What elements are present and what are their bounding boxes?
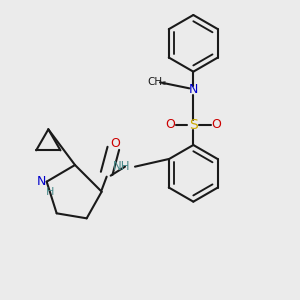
Text: O: O (165, 118, 175, 131)
Text: NH: NH (112, 160, 130, 173)
Text: CH₃: CH₃ (147, 77, 166, 87)
Text: N: N (37, 175, 46, 188)
Text: S: S (189, 118, 198, 132)
Text: O: O (111, 137, 121, 150)
Text: H: H (46, 187, 54, 197)
Text: O: O (212, 118, 222, 131)
Text: N: N (189, 83, 198, 97)
